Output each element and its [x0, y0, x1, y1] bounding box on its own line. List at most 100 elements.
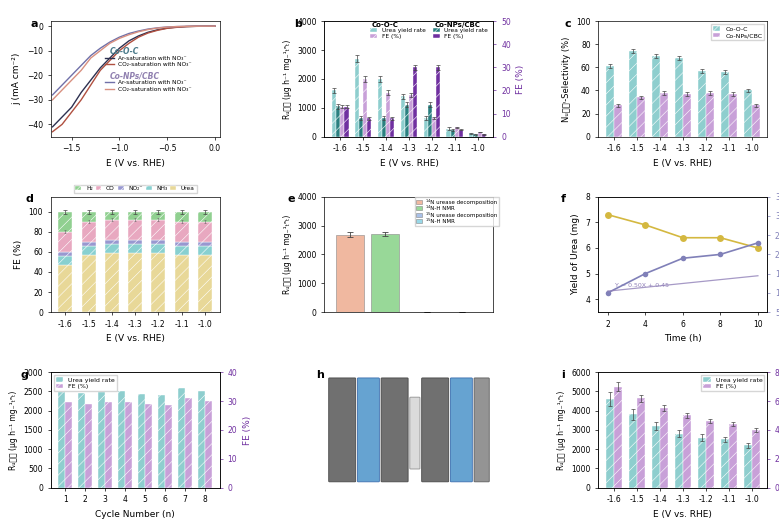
Y-axis label: j (mA cm⁻²): j (mA cm⁻²) [12, 53, 21, 105]
Bar [744, 91, 752, 137]
Bar [129, 253, 142, 312]
Bar [58, 232, 72, 252]
Bar [105, 212, 119, 220]
Bar [58, 392, 65, 488]
Y-axis label: Rᵤᵲᵱ (μg h⁻¹ mg₋¹ₜᵃₜ): Rᵤᵲᵱ (μg h⁻¹ mg₋¹ₜᵃₜ) [283, 215, 292, 294]
Bar [400, 96, 405, 137]
Bar [637, 398, 645, 488]
Bar [198, 391, 205, 488]
Bar [721, 72, 728, 137]
FancyBboxPatch shape [410, 397, 420, 469]
Text: e: e [287, 195, 294, 205]
Bar [652, 426, 660, 488]
Bar [469, 134, 474, 137]
Bar [386, 93, 390, 137]
Bar [744, 445, 752, 488]
Bar [424, 118, 428, 137]
Bar [698, 71, 706, 137]
Bar [752, 105, 760, 137]
Bar [82, 222, 96, 242]
Bar [355, 59, 359, 137]
Text: Co-NPs/CBC: Co-NPs/CBC [110, 72, 160, 81]
Bar [158, 395, 165, 488]
Y-axis label: FE (%): FE (%) [242, 415, 252, 445]
Bar [151, 212, 165, 220]
Bar [629, 51, 637, 137]
Bar [82, 255, 96, 312]
X-axis label: E (V vs. RHE): E (V vs. RHE) [106, 334, 164, 343]
Y-axis label: Rᵤᵲᵱ (μg h⁻¹ mg₋¹ₜᵃₜ): Rᵤᵲᵱ (μg h⁻¹ mg₋¹ₜᵃₜ) [283, 39, 292, 119]
Bar [58, 252, 72, 256]
Text: Co-O-C: Co-O-C [372, 22, 399, 28]
X-axis label: Time (h): Time (h) [664, 334, 702, 343]
Legend: Urea yield rate, FE (%): Urea yield rate, FE (%) [54, 375, 117, 391]
Bar [165, 405, 172, 488]
Bar [409, 95, 413, 137]
Y-axis label: Nᵤᵲᵱᵎ-Selectivity (%): Nᵤᵲᵱᵎ-Selectivity (%) [562, 36, 570, 121]
Bar [614, 105, 622, 137]
Bar [82, 246, 96, 255]
X-axis label: E (V vs. RHE): E (V vs. RHE) [379, 159, 439, 168]
Bar [390, 118, 394, 137]
Bar [198, 246, 212, 255]
Bar [368, 118, 372, 137]
Bar [683, 416, 691, 488]
Bar [675, 434, 683, 488]
Bar [138, 394, 145, 488]
Bar [105, 244, 119, 253]
Text: i: i [561, 370, 565, 380]
Bar [721, 439, 728, 488]
Bar [446, 129, 450, 137]
Bar [125, 402, 132, 488]
Y-axis label: Rᵤᵲᵱ (μg h⁻¹ mg₋¹ₜᵃₜ): Rᵤᵲᵱ (μg h⁻¹ mg₋¹ₜᵃₜ) [556, 390, 566, 470]
Bar [683, 94, 691, 137]
Bar [359, 118, 363, 137]
FancyBboxPatch shape [474, 378, 489, 482]
Bar [413, 67, 418, 137]
Bar [606, 66, 614, 137]
Bar [85, 404, 92, 488]
Bar [151, 240, 165, 244]
Legend: Urea yield rate, FE (%): Urea yield rate, FE (%) [701, 375, 764, 391]
X-axis label: E (V vs. RHE): E (V vs. RHE) [654, 510, 712, 519]
Bar [58, 265, 72, 312]
Bar [145, 404, 152, 488]
Bar [336, 235, 365, 312]
Y-axis label: Rᵤᵲᵱ (μg h⁻¹ mg₋¹ₜᵃₜ): Rᵤᵲᵱ (μg h⁻¹ mg₋¹ₜᵃₜ) [9, 390, 18, 470]
Bar [660, 93, 668, 137]
Y-axis label: FE (%): FE (%) [14, 240, 23, 269]
Bar [105, 253, 119, 312]
Bar [728, 94, 737, 137]
Bar [382, 118, 386, 137]
Bar [728, 424, 737, 488]
Bar [698, 438, 706, 488]
Bar [174, 222, 189, 242]
Bar [151, 220, 165, 240]
Bar [105, 220, 119, 240]
FancyBboxPatch shape [358, 378, 379, 482]
Bar [340, 107, 344, 137]
Bar [82, 212, 96, 222]
Bar [129, 244, 142, 253]
Bar [129, 240, 142, 244]
Bar [371, 234, 400, 312]
Bar [198, 212, 212, 222]
Text: f: f [561, 195, 566, 205]
Text: c: c [565, 19, 571, 29]
Bar [405, 105, 409, 137]
Legend: Co-O-C, Co-NPs/CBC: Co-O-C, Co-NPs/CBC [710, 24, 764, 40]
Text: h: h [316, 370, 324, 380]
Bar [82, 242, 96, 246]
Text: g: g [20, 370, 28, 380]
Bar [378, 79, 382, 137]
Legend: H₂, CO, NO₂⁻, NH₃, Urea: H₂, CO, NO₂⁻, NH₃, Urea [74, 184, 196, 193]
Bar [174, 242, 189, 246]
Bar [450, 130, 455, 137]
Bar [606, 399, 614, 488]
Bar [660, 408, 668, 488]
Text: Co-O-C: Co-O-C [110, 47, 139, 56]
Bar [65, 402, 72, 488]
Bar [185, 398, 192, 488]
Bar [706, 421, 714, 488]
Bar [474, 134, 478, 137]
